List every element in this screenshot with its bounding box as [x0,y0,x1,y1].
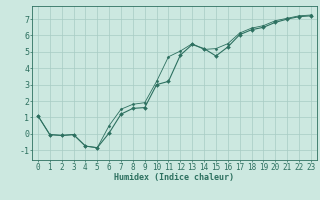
X-axis label: Humidex (Indice chaleur): Humidex (Indice chaleur) [115,173,234,182]
